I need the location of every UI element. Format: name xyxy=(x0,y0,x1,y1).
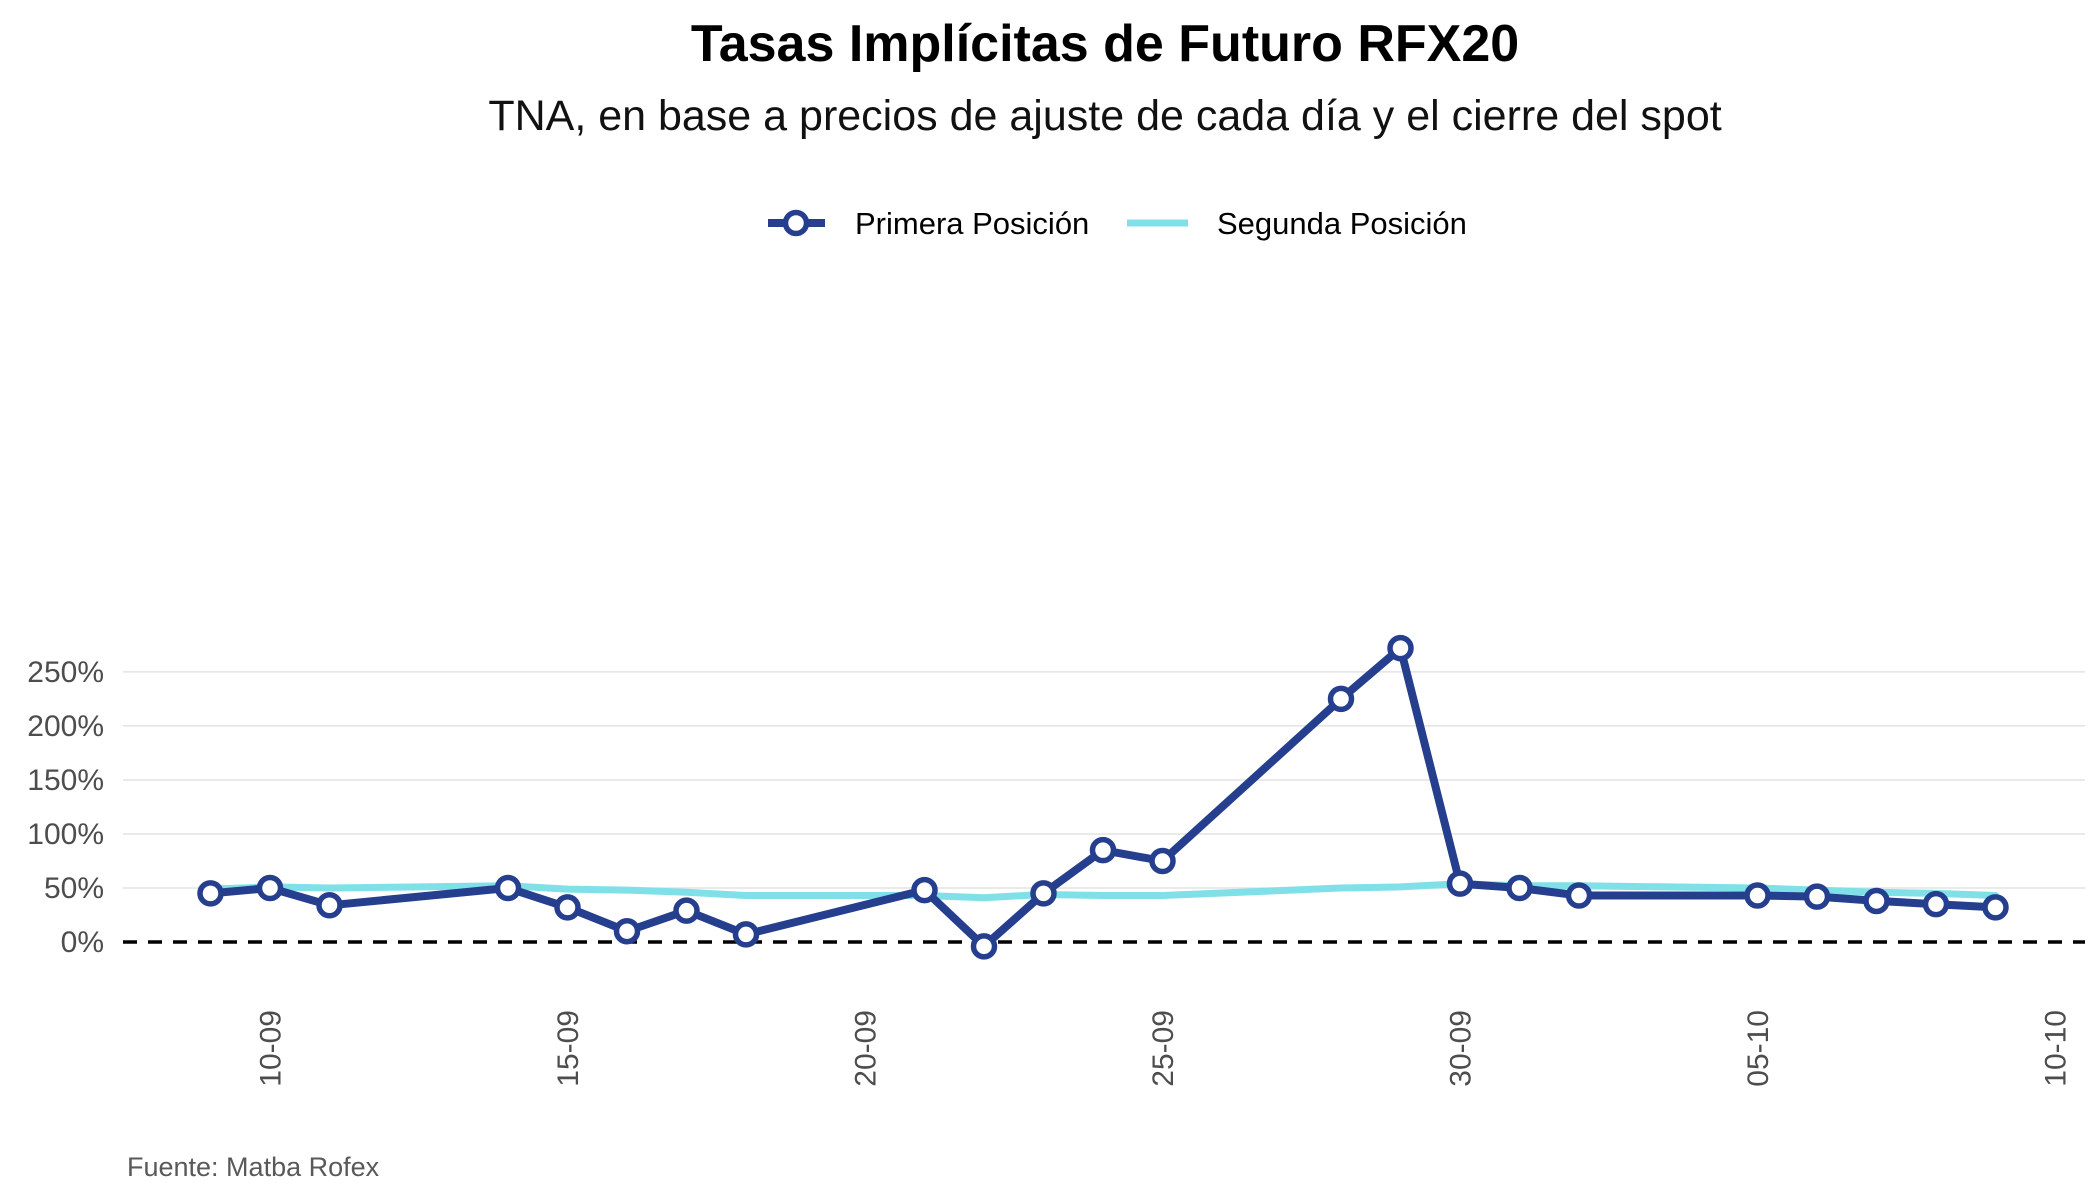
data-point xyxy=(1565,882,1593,909)
data-point xyxy=(1327,685,1355,713)
legend-label-primera-posicion: Primera Posición xyxy=(855,206,1089,241)
data-point xyxy=(1982,894,2009,921)
y-tick-label: 150% xyxy=(27,764,104,797)
source-caption: Fuente: Matba Rofex xyxy=(127,1152,380,1182)
data-point xyxy=(494,874,522,902)
data-point xyxy=(1149,847,1176,875)
data-point xyxy=(1446,870,1474,897)
legend: Primera Posición Segunda Posición xyxy=(768,206,1467,241)
y-axis-ticks: 0% 50% 100% 150% 200% 250% xyxy=(27,656,104,959)
data-point xyxy=(316,892,343,919)
series-line-primera-posicion xyxy=(206,644,2000,951)
chart-title: Tasas Implícitas de Futuro RFX20 xyxy=(690,15,1520,73)
data-point xyxy=(197,880,224,907)
y-tick-label: 50% xyxy=(44,872,104,905)
chart-subtitle: TNA, en base a precios de ajuste de cada… xyxy=(488,92,1722,140)
data-point xyxy=(1863,887,1890,915)
data-point xyxy=(1387,634,1414,662)
series-layer xyxy=(197,634,2009,960)
data-point xyxy=(256,874,284,902)
y-tick-label: 100% xyxy=(27,818,104,851)
x-tick-label: 10-10 xyxy=(2040,1010,2073,1087)
x-tick-label: 10-09 xyxy=(255,1010,288,1087)
legend-label-segunda-posicion: Segunda Posición xyxy=(1217,206,1467,241)
x-tick-label: 25-09 xyxy=(1147,1010,1180,1087)
x-axis-ticks: 10-09 15-09 20-09 25-09 30-09 05-10 10-10 xyxy=(255,1010,2073,1087)
data-point xyxy=(1089,836,1117,864)
x-tick-label: 05-10 xyxy=(1742,1010,1775,1087)
x-tick-label: 20-09 xyxy=(850,1010,883,1087)
data-point xyxy=(613,917,641,945)
data-point xyxy=(1922,890,1950,918)
data-point xyxy=(1803,883,1831,910)
y-tick-label: 0% xyxy=(61,926,104,959)
y-tick-label: 200% xyxy=(27,710,104,743)
series-line-segunda-posicion xyxy=(207,880,1999,902)
x-tick-label: 15-09 xyxy=(552,1010,585,1087)
data-point xyxy=(970,933,998,960)
legend-marker-primera-posicion xyxy=(782,209,810,237)
x-tick-label: 30-09 xyxy=(1445,1010,1478,1087)
data-point xyxy=(554,894,581,921)
data-point xyxy=(673,897,700,924)
data-point xyxy=(1506,874,1533,902)
data-point xyxy=(1030,880,1057,907)
data-point xyxy=(911,876,938,904)
data-point xyxy=(1744,882,1771,909)
data-point xyxy=(732,921,760,948)
y-tick-label: 250% xyxy=(27,656,104,689)
